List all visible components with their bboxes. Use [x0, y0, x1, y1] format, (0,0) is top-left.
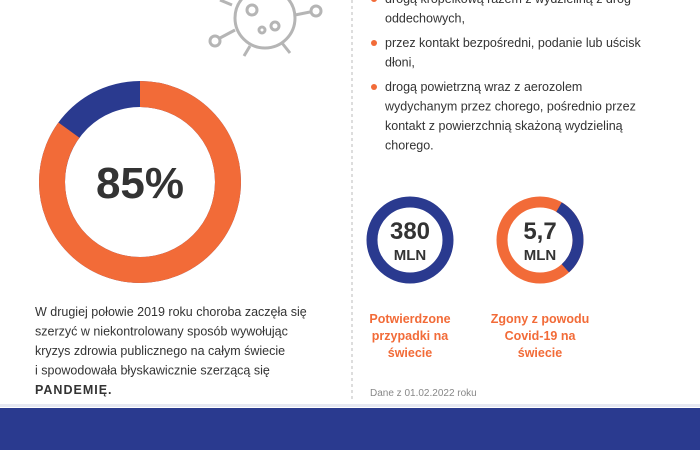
counter-caption: przypadki na: [372, 329, 449, 343]
counter-unit: MLN: [524, 247, 557, 264]
description-line: i spowodowała błyskawicznie szerzącą się: [35, 364, 270, 378]
source-note: Dane z 01.02.2022 roku: [370, 388, 477, 399]
counter-caption: świecie: [388, 346, 433, 360]
counter-caption: Potwierdzone: [369, 312, 450, 326]
counter-caption: Covid-19 na: [505, 329, 577, 343]
counter-caption: świecie: [518, 346, 563, 360]
counter-ring-accent: [496, 196, 584, 284]
bullet-line: kontakt z powierzchnią skażoną wydzielin…: [385, 119, 623, 133]
bullet-line: drogą kropelkową razem z wydzieliną z dr…: [385, 0, 631, 6]
bullet-line: przez kontakt bezpośredni, podanie lub u…: [385, 36, 641, 50]
bullet-dot: [371, 0, 377, 2]
virus-icon: [208, 0, 323, 57]
counter-unit: MLN: [394, 247, 427, 264]
counter-number: 5,7: [523, 218, 556, 245]
bullet-line: dłoni,: [385, 56, 415, 70]
counter-caption: Zgony z powodu: [491, 312, 590, 326]
bullet-dot: [371, 40, 377, 46]
bullet-line: drogą powietrzną wraz z aerozolem: [385, 80, 582, 94]
bullet-line: chorego.: [385, 139, 434, 153]
footer-band: [0, 408, 700, 450]
band-border: [0, 404, 700, 407]
bullet-line: oddechowych,: [385, 12, 465, 26]
counter-number: 380: [390, 218, 430, 245]
description-highlight: PANDEMIĘ.: [35, 383, 113, 397]
donut-arc: [39, 81, 241, 283]
stat-label: 85%: [96, 159, 184, 208]
bullet-dot: [371, 84, 377, 90]
description-line: szerzyć w niekontrolowany sposób wywołuj…: [35, 325, 288, 339]
description-line: kryzys zdrowia publicznego na całym świe…: [35, 344, 285, 358]
counter-ring: [366, 196, 454, 284]
description-line: W drugiej połowie 2019 roku choroba zacz…: [35, 305, 307, 319]
bullet-line: wydychanym przez chorego, pośrednio prze…: [384, 100, 636, 114]
